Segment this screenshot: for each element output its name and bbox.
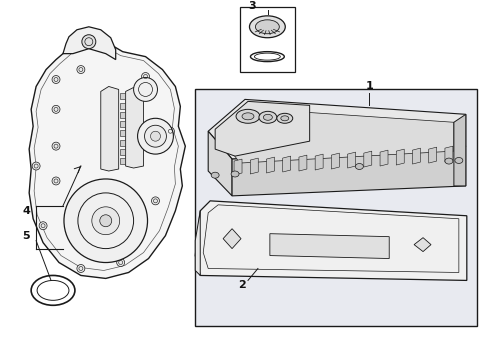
Polygon shape xyxy=(315,154,323,170)
Ellipse shape xyxy=(355,163,364,170)
Polygon shape xyxy=(120,121,124,127)
Circle shape xyxy=(138,118,173,154)
Circle shape xyxy=(167,127,174,135)
Polygon shape xyxy=(364,151,372,167)
Circle shape xyxy=(82,35,96,49)
Polygon shape xyxy=(445,146,453,162)
Polygon shape xyxy=(215,102,310,156)
Polygon shape xyxy=(120,130,124,136)
Circle shape xyxy=(100,215,112,227)
Ellipse shape xyxy=(236,109,260,123)
Polygon shape xyxy=(380,150,388,166)
Polygon shape xyxy=(250,158,258,174)
Ellipse shape xyxy=(277,113,293,123)
Polygon shape xyxy=(120,149,124,155)
Polygon shape xyxy=(270,234,389,258)
Bar xyxy=(240,7,294,72)
Circle shape xyxy=(142,73,149,81)
Polygon shape xyxy=(347,152,356,168)
Circle shape xyxy=(52,76,60,84)
Polygon shape xyxy=(120,112,124,118)
Polygon shape xyxy=(120,158,124,164)
Text: 2: 2 xyxy=(238,280,246,291)
Polygon shape xyxy=(454,114,466,186)
Ellipse shape xyxy=(259,111,277,123)
Circle shape xyxy=(52,105,60,113)
Circle shape xyxy=(134,77,157,102)
Polygon shape xyxy=(120,103,124,109)
Polygon shape xyxy=(208,99,466,159)
Polygon shape xyxy=(232,146,466,196)
Ellipse shape xyxy=(249,16,285,38)
Polygon shape xyxy=(218,108,454,163)
Ellipse shape xyxy=(455,157,463,163)
Polygon shape xyxy=(63,27,116,60)
Ellipse shape xyxy=(281,116,289,121)
Polygon shape xyxy=(413,148,420,164)
Circle shape xyxy=(39,222,47,230)
Circle shape xyxy=(117,258,124,266)
Circle shape xyxy=(52,177,60,185)
Polygon shape xyxy=(125,87,144,168)
Circle shape xyxy=(151,197,159,205)
Text: 4: 4 xyxy=(22,206,30,216)
Bar xyxy=(196,89,477,326)
Polygon shape xyxy=(101,86,119,171)
Polygon shape xyxy=(196,201,467,280)
Circle shape xyxy=(78,193,134,249)
Circle shape xyxy=(32,162,40,170)
Circle shape xyxy=(150,131,160,141)
Polygon shape xyxy=(414,238,431,252)
Ellipse shape xyxy=(231,171,239,177)
Polygon shape xyxy=(396,149,404,165)
Ellipse shape xyxy=(255,20,279,34)
Ellipse shape xyxy=(445,158,453,164)
Circle shape xyxy=(92,207,120,235)
Polygon shape xyxy=(120,94,124,99)
Polygon shape xyxy=(283,156,291,172)
Circle shape xyxy=(52,142,60,150)
Polygon shape xyxy=(331,153,340,169)
Polygon shape xyxy=(120,140,124,145)
Polygon shape xyxy=(234,159,242,175)
Circle shape xyxy=(77,66,85,73)
Polygon shape xyxy=(208,131,232,196)
Circle shape xyxy=(64,179,147,262)
Polygon shape xyxy=(267,157,274,173)
Ellipse shape xyxy=(264,114,272,120)
Polygon shape xyxy=(29,39,185,278)
Polygon shape xyxy=(223,229,241,249)
Polygon shape xyxy=(299,155,307,171)
Text: 5: 5 xyxy=(23,231,30,241)
Text: 3: 3 xyxy=(248,1,256,11)
Text: 1: 1 xyxy=(366,81,373,91)
Circle shape xyxy=(77,265,85,273)
Ellipse shape xyxy=(211,172,219,178)
Polygon shape xyxy=(429,147,437,163)
Ellipse shape xyxy=(242,113,254,120)
Polygon shape xyxy=(196,211,200,275)
Circle shape xyxy=(145,125,167,147)
